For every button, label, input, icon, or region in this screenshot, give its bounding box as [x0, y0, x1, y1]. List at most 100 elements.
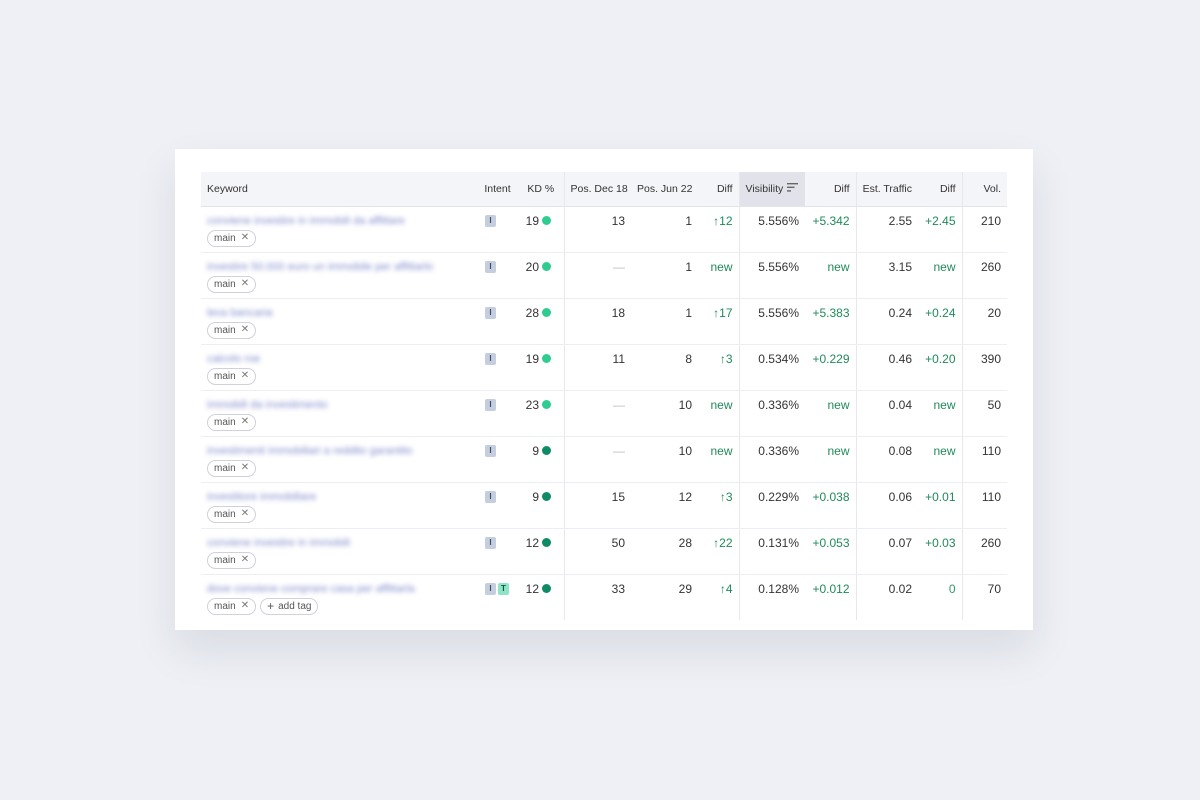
keyword-link[interactable]: investitore immobiliare [207, 490, 317, 503]
keyword-link[interactable]: leva bancaria [207, 306, 273, 319]
intent-cell: I [477, 298, 518, 345]
column-header-pos-jun[interactable]: Pos. Jun 22 [631, 172, 698, 207]
keyword-cell: investire 50.000 euro un immobile per af… [201, 252, 477, 299]
column-header-intent[interactable]: Intent [477, 172, 518, 207]
kd-cell: 12 [518, 528, 564, 575]
intent-cell: I [477, 528, 518, 575]
column-header-visibility[interactable]: Visibility [738, 172, 805, 207]
diff-visibility-cell: new [805, 390, 856, 437]
tag-chip[interactable]: main ✕ [207, 597, 257, 615]
pos-jun-cell: 1 [631, 206, 698, 253]
keyword-cell: leva bancaria main ✕ [201, 298, 477, 345]
diff-visibility-cell: +0.053 [805, 528, 856, 575]
column-header-diff-position[interactable]: Diff [698, 172, 739, 207]
column-header-diff-visibility[interactable]: Diff [805, 172, 856, 207]
diff-position-cell: new [698, 436, 739, 483]
keyword-link[interactable]: calcolo roe [207, 352, 261, 365]
keyword-link[interactable]: investire 50.000 euro un immobile per af… [207, 260, 434, 273]
add-tag-button[interactable]: + add tag [260, 597, 319, 615]
close-icon[interactable]: ✕ [240, 324, 250, 335]
kd-value: 23 [525, 397, 539, 412]
pos-dec-cell: 50 [563, 528, 631, 575]
intent-badge-t: T [498, 582, 509, 595]
kd-cell: 19 [518, 206, 564, 253]
table-row: immobili da investimento main ✕ I 23 — 10… [201, 390, 1007, 437]
volume-cell: 70 [961, 574, 1007, 620]
tag-chip[interactable]: main ✕ [207, 551, 257, 569]
tag-chip[interactable]: main ✕ [207, 505, 257, 523]
diff-position-cell: ↑12 [698, 206, 739, 253]
keyword-cell: conviene investire in immobili main ✕ [201, 528, 477, 575]
tag-chip[interactable]: main ✕ [207, 459, 257, 477]
tag-list: main ✕ [207, 367, 471, 385]
diff-visibility-cell: new [805, 436, 856, 483]
tag-chip[interactable]: main ✕ [207, 413, 257, 431]
close-icon[interactable]: ✕ [240, 462, 250, 473]
kd-value: 12 [525, 535, 539, 550]
keyword-link[interactable]: conviene investire in immobili [207, 536, 351, 549]
kd-cell: 9 [518, 482, 564, 529]
pos-jun-cell: 10 [631, 390, 698, 437]
column-header-keyword[interactable]: Keyword [201, 172, 477, 207]
table-header-row: Keyword Intent KD % Pos. Dec 18 Pos. Jun… [201, 172, 1007, 207]
est-traffic-cell: 3.15 [855, 252, 918, 299]
add-tag-label: add tag [278, 600, 312, 612]
tag-chip[interactable]: main ✕ [207, 367, 257, 385]
diff-traffic-cell: +2.45 [918, 206, 962, 253]
intent-badge-i: I [485, 260, 496, 273]
table-row: calcolo roe main ✕ I 19 11 8 ↑3 0.534% +0… [201, 344, 1007, 391]
visibility-cell: 0.534% [738, 344, 805, 391]
keyword-link[interactable]: investimenti immobiliari a reddito garan… [207, 444, 413, 457]
diff-traffic-cell: +0.01 [918, 482, 962, 529]
intent-badge-i: I [485, 582, 496, 595]
tag-chip[interactable]: main ✕ [207, 275, 257, 293]
table-row: investire 50.000 euro un immobile per af… [201, 252, 1007, 299]
table-row: leva bancaria main ✕ I 28 18 1 ↑17 5.556%… [201, 298, 1007, 345]
tag-label: main [214, 600, 236, 612]
pos-jun-cell: 10 [631, 436, 698, 483]
close-icon[interactable]: ✕ [240, 232, 250, 243]
close-icon[interactable]: ✕ [240, 554, 250, 565]
volume-cell: 110 [961, 436, 1007, 483]
close-icon[interactable]: ✕ [240, 508, 250, 519]
diff-visibility-cell: new [805, 252, 856, 299]
column-header-kd[interactable]: KD % [518, 172, 564, 207]
close-icon[interactable]: ✕ [240, 600, 250, 611]
diff-position-cell: new [698, 390, 739, 437]
est-traffic-cell: 0.06 [855, 482, 918, 529]
kd-value: 12 [525, 581, 539, 596]
column-header-diff-traffic[interactable]: Diff [918, 172, 962, 207]
est-traffic-cell: 0.04 [855, 390, 918, 437]
kd-value: 9 [532, 489, 539, 504]
est-traffic-cell: 0.24 [855, 298, 918, 345]
pos-jun-cell: 12 [631, 482, 698, 529]
keyword-cell: immobili da investimento main ✕ [201, 390, 477, 437]
close-icon[interactable]: ✕ [240, 370, 250, 381]
intent-cell: I [477, 252, 518, 299]
keyword-link[interactable]: dove conviene comprare casa per affittar… [207, 582, 415, 595]
diff-traffic-cell: 0 [948, 581, 956, 596]
volume-cell: 50 [961, 390, 1007, 437]
est-traffic-cell: 0.07 [855, 528, 918, 575]
diff-visibility-cell: +5.383 [805, 298, 856, 345]
keyword-link[interactable]: conviene investire in immobili da affitt… [207, 214, 405, 227]
column-header-volume[interactable]: Vol. [961, 172, 1007, 207]
pos-dec-cell: 11 [563, 344, 631, 391]
kd-value: 9 [532, 443, 539, 458]
keyword-link[interactable]: immobili da investimento [207, 398, 328, 411]
column-header-est-traffic[interactable]: Est. Traffic [855, 172, 918, 207]
est-traffic-cell: 0.08 [855, 436, 918, 483]
keyword-cell: dove conviene comprare casa per affittar… [201, 574, 477, 620]
pos-jun-cell: 28 [631, 528, 698, 575]
column-header-pos-dec[interactable]: Pos. Dec 18 [563, 172, 631, 207]
kd-cell: 20 [518, 252, 564, 299]
pos-dec-cell: — [563, 252, 631, 299]
diff-visibility-cell: +5.342 [805, 206, 856, 253]
sort-descending-icon[interactable] [787, 182, 799, 195]
close-icon[interactable]: ✕ [240, 278, 250, 289]
tag-chip[interactable]: main ✕ [207, 229, 257, 247]
close-icon[interactable]: ✕ [240, 416, 250, 427]
tag-chip[interactable]: main ✕ [207, 321, 257, 339]
tag-list: main ✕ [207, 413, 471, 431]
pos-jun-cell: 8 [631, 344, 698, 391]
